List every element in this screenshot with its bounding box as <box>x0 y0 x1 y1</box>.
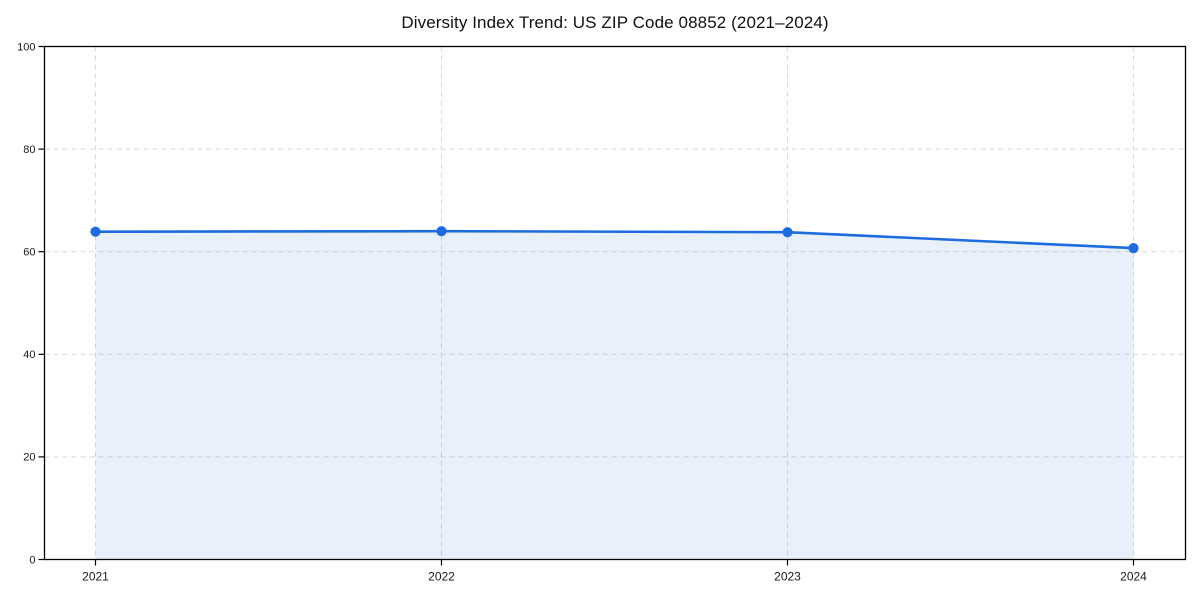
data-point-2022 <box>436 226 447 237</box>
y-tick-label: 0 <box>29 554 35 566</box>
y-tick-label: 100 <box>17 41 35 53</box>
data-point-2024 <box>1128 243 1139 254</box>
chart-title: Diversity Index Trend: US ZIP Code 08852… <box>401 13 829 32</box>
y-tick-label: 80 <box>23 144 35 156</box>
plot-border <box>43 45 1187 561</box>
trend-line <box>94 229 1135 250</box>
y-tick-label: 20 <box>23 452 35 464</box>
x-tick-label: 2021 <box>82 570 109 584</box>
x-tick-label: 2022 <box>428 570 455 584</box>
area-fill <box>95 231 1134 560</box>
data-point-2023 <box>782 227 793 238</box>
data-point-2021 <box>90 226 101 237</box>
x-tick-label: 2024 <box>1120 570 1147 584</box>
y-tick-label: 60 <box>23 247 35 259</box>
x-tick-label: 2023 <box>774 570 801 584</box>
y-tick-label: 40 <box>23 349 35 361</box>
